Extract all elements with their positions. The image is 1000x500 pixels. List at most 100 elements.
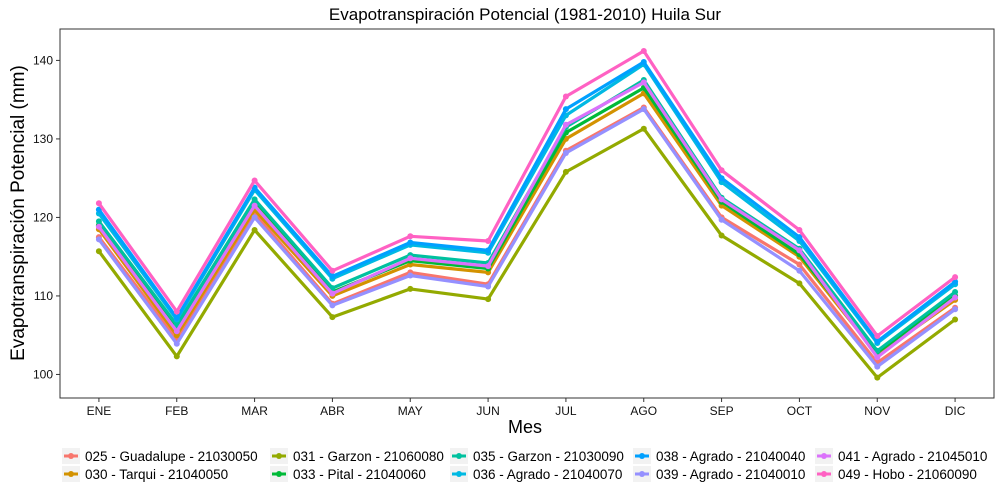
data-point — [407, 272, 414, 279]
legend-item: 031 - Garzon - 21060080 — [270, 448, 444, 464]
data-point — [796, 247, 803, 254]
data-point — [640, 79, 647, 86]
data-point — [173, 314, 180, 321]
series-9 — [95, 79, 959, 361]
legend-label: 033 - Pital - 21040060 — [293, 467, 426, 482]
y-axis: 100 110 120 130 140 — [33, 53, 60, 381]
data-point — [407, 285, 414, 292]
legend-item: 041 - Agrado - 21045010 — [815, 448, 987, 464]
data-point — [952, 278, 959, 285]
legend-label: 036 - Agrado - 21040070 — [473, 467, 622, 482]
legend-label: 031 - Garzon - 21060080 — [293, 449, 444, 464]
legend-label: 049 - Hobo - 21060090 — [838, 467, 977, 482]
x-tick-label: OCT — [787, 404, 813, 418]
data-point — [640, 48, 647, 54]
legend-item: 039 - Agrado - 21040010 — [633, 466, 805, 482]
legend-key-point — [276, 471, 282, 477]
legend-label: 035 - Garzon - 21030090 — [473, 449, 624, 464]
x-tick-label: AGO — [630, 404, 657, 418]
legend-item: 030 - Tarqui - 21040050 — [62, 466, 228, 482]
data-point — [718, 232, 725, 239]
data-point — [329, 267, 336, 274]
data-point — [251, 202, 258, 209]
series-lines — [95, 48, 959, 381]
data-point — [796, 234, 803, 241]
data-point — [562, 121, 569, 128]
legend-item: 038 - Agrado - 21040040 — [633, 448, 805, 464]
data-point — [718, 175, 725, 182]
data-point — [95, 236, 102, 243]
data-point — [173, 328, 180, 335]
plot-border — [59, 28, 995, 399]
data-point — [952, 294, 959, 301]
data-point — [874, 374, 881, 381]
series-line — [97, 107, 957, 369]
data-point — [407, 233, 414, 240]
data-point — [95, 218, 102, 225]
x-tick-label: FEB — [165, 404, 188, 418]
legend-item: 036 - Agrado - 21040070 — [450, 466, 622, 482]
data-point — [640, 125, 647, 132]
data-point — [718, 167, 725, 174]
x-tick-label: NOV — [864, 404, 890, 418]
data-point — [874, 333, 881, 339]
data-point — [562, 93, 569, 100]
data-point — [952, 306, 959, 313]
data-point — [95, 248, 102, 255]
series-line — [97, 80, 957, 359]
legend: 025 - Guadalupe - 21030050 030 - Tarqui -… — [62, 448, 987, 482]
legend-item: 035 - Garzon - 21030090 — [450, 448, 624, 464]
data-point — [874, 363, 881, 370]
x-tick-label: MAR — [241, 404, 268, 418]
legend-key-point — [456, 471, 462, 477]
y-tick-label: 120 — [33, 210, 53, 224]
legend-label: 030 - Tarqui - 21040050 — [85, 467, 228, 482]
data-point — [251, 196, 258, 203]
data-point — [952, 316, 959, 323]
data-point — [796, 261, 803, 268]
data-point — [95, 200, 102, 207]
data-point — [952, 274, 959, 281]
series-8 — [95, 106, 959, 370]
data-point — [485, 247, 492, 254]
data-point — [485, 263, 492, 270]
series-line — [97, 60, 957, 344]
y-tick-label: 110 — [34, 289, 53, 303]
y-tick-label: 130 — [33, 132, 53, 146]
series-line — [97, 49, 957, 338]
legend-label: 025 - Guadalupe - 21030050 — [85, 449, 258, 464]
series-10 — [95, 48, 959, 339]
data-point — [796, 280, 803, 287]
y-tick-label: 100 — [33, 367, 53, 381]
chart-title: Evapotranspiración Potencial (1981-2010)… — [329, 5, 722, 24]
legend-item: 025 - Guadalupe - 21030050 — [62, 448, 258, 464]
data-point — [485, 283, 492, 290]
legend-key-point — [68, 453, 74, 459]
data-point — [485, 238, 492, 244]
data-point — [718, 196, 725, 203]
data-point — [562, 106, 569, 113]
data-point — [874, 347, 881, 354]
data-point — [407, 255, 414, 262]
data-point — [251, 177, 258, 184]
x-axis: ENE FEB MAR ABR MAY JUN JUL AGO SEP OCT NOV DIC — [87, 398, 966, 418]
x-tick-label: JUN — [476, 404, 499, 418]
y-tick-label: 140 — [33, 53, 53, 67]
data-point — [407, 239, 414, 246]
y-axis-title: Evapotranspiración Potencial (mm) — [8, 65, 29, 361]
legend-key-point — [456, 453, 462, 459]
x-axis-title: Mes — [508, 417, 542, 437]
data-point — [251, 227, 258, 233]
data-point — [952, 289, 959, 295]
data-point — [562, 168, 569, 175]
data-point — [640, 106, 647, 113]
data-point — [718, 216, 725, 223]
x-tick-label: JUL — [555, 404, 577, 418]
data-point — [874, 338, 881, 345]
data-point — [95, 223, 102, 230]
legend-label: 038 - Agrado - 21040040 — [656, 449, 805, 464]
x-tick-label: MAY — [398, 404, 423, 418]
x-tick-label: SEP — [710, 404, 734, 418]
